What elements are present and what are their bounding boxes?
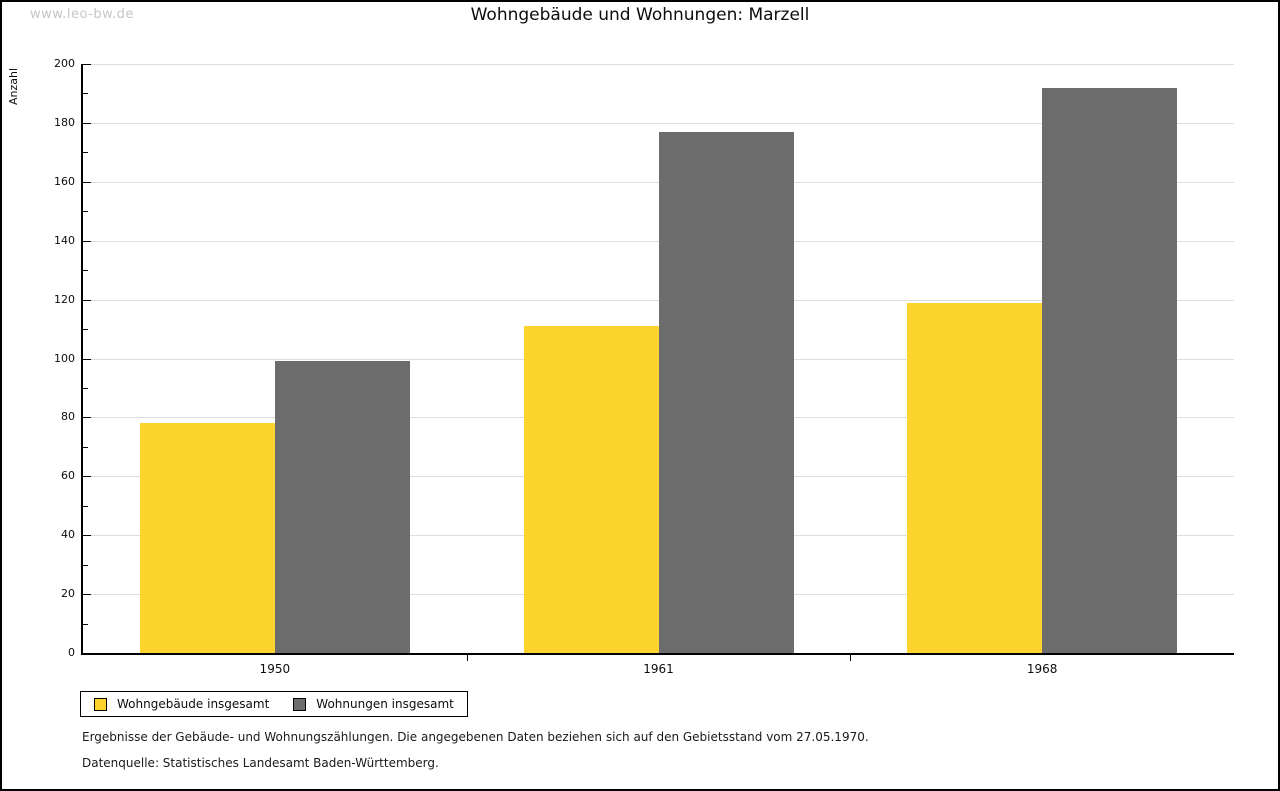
- y-tick-80: [83, 417, 91, 419]
- footnote-line1: Ergebnisse der Gebäude- und Wohnungszähl…: [82, 730, 869, 744]
- legend-box: Wohngebäude insgesamt Wohnungen insgesam…: [80, 691, 468, 717]
- y-axis-label: Anzahl: [7, 67, 20, 105]
- site-watermark: www.leo-bw.de: [30, 7, 134, 22]
- y-tick-30: [83, 564, 88, 566]
- y-tick-130: [83, 270, 88, 272]
- footnote-line2: Datenquelle: Statistisches Landesamt Bad…: [82, 756, 439, 770]
- gridline-y-180: [83, 122, 1234, 124]
- y-tick-label-0: 0: [68, 646, 75, 659]
- y-tick-label-200: 200: [54, 57, 75, 70]
- y-tick-180: [83, 122, 91, 124]
- bar-wohnungen-1961: [658, 131, 794, 653]
- y-tick-10: [83, 623, 88, 625]
- bar-wohnungen-1950: [274, 361, 410, 653]
- y-tick-60: [83, 476, 91, 478]
- y-tick-label-160: 160: [54, 174, 75, 188]
- y-tick-100: [83, 358, 91, 360]
- legend-item-wohngebaeude: Wohngebäude insgesamt: [94, 697, 269, 711]
- y-tick-120: [83, 299, 91, 301]
- legend-label-wohngebaeude: Wohngebäude insgesamt: [117, 697, 270, 711]
- y-tick-90: [83, 387, 88, 389]
- plot-area: 0 20 40 60 80 100 120 140 160 180 200 1950 1961 1968: [54, 57, 1234, 676]
- y-tick-label-100: 100: [54, 351, 75, 365]
- y-tick-110: [83, 329, 88, 331]
- x-tick-1: [466, 655, 468, 661]
- y-tick-170: [83, 152, 88, 154]
- bar-wohngebaeude-1961: [523, 326, 659, 653]
- chart-title: Wohngebäude und Wohnungen: Marzell: [470, 5, 810, 25]
- y-tick-20: [83, 594, 91, 596]
- gridline-y-200: [83, 64, 1234, 65]
- x-tick-2: [850, 655, 852, 661]
- x-tick-label-1961: 1961: [643, 662, 674, 676]
- y-tick-label-20: 20: [61, 587, 75, 601]
- legend-swatch-wohngebaeude: [94, 697, 107, 711]
- y-tick-140: [83, 240, 91, 242]
- y-tick-190: [83, 93, 88, 95]
- y-tick-label-180: 180: [54, 115, 75, 129]
- y-tick-label-80: 80: [61, 410, 75, 424]
- legend-swatch-wohnungen: [293, 697, 307, 711]
- legend-item-wohnungen: Wohnungen insgesamt: [293, 697, 454, 711]
- y-tick-70: [83, 446, 88, 448]
- x-tick-label-1950: 1950: [259, 662, 291, 676]
- y-tick-160: [83, 181, 91, 183]
- y-tick-150: [83, 211, 88, 213]
- bar-wohngebaeude-1968: [907, 302, 1043, 653]
- y-tick-label-140: 140: [54, 233, 75, 247]
- x-tick-label-1968: 1968: [1026, 662, 1058, 676]
- y-tick-200: [83, 64, 91, 65]
- y-tick-label-120: 120: [54, 292, 75, 306]
- y-tick-label-60: 60: [61, 469, 75, 483]
- legend-label-wohnungen: Wohnungen insgesamt: [316, 697, 454, 711]
- y-tick-label-40: 40: [61, 528, 75, 542]
- y-tick-50: [83, 505, 88, 507]
- y-tick-40: [83, 535, 91, 537]
- bar-wohnungen-1968: [1042, 87, 1178, 653]
- bar-wohngebaeude-1950: [139, 423, 275, 653]
